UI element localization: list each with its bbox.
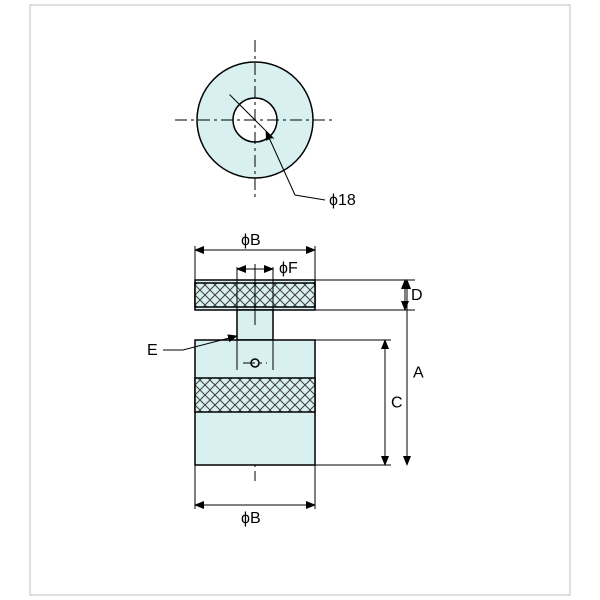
dim-phiF: ϕF: [279, 260, 298, 277]
front-view: ϕB ϕF E D ACϕB: [147, 232, 424, 527]
dim-C: C: [391, 395, 403, 412]
label-E: E: [147, 342, 158, 359]
technical-drawing: ϕ18 ϕB ϕF E D ACϕB: [0, 0, 600, 600]
dim-phi18: ϕ18: [329, 192, 356, 209]
body-knurl: [195, 378, 315, 412]
dim-phiB-top: ϕB: [241, 232, 261, 249]
dim-D: D: [411, 287, 423, 304]
top-view: ϕ18: [175, 40, 356, 209]
dim-phiB-bottom: ϕB: [241, 510, 261, 527]
dim-A: A: [413, 365, 424, 382]
